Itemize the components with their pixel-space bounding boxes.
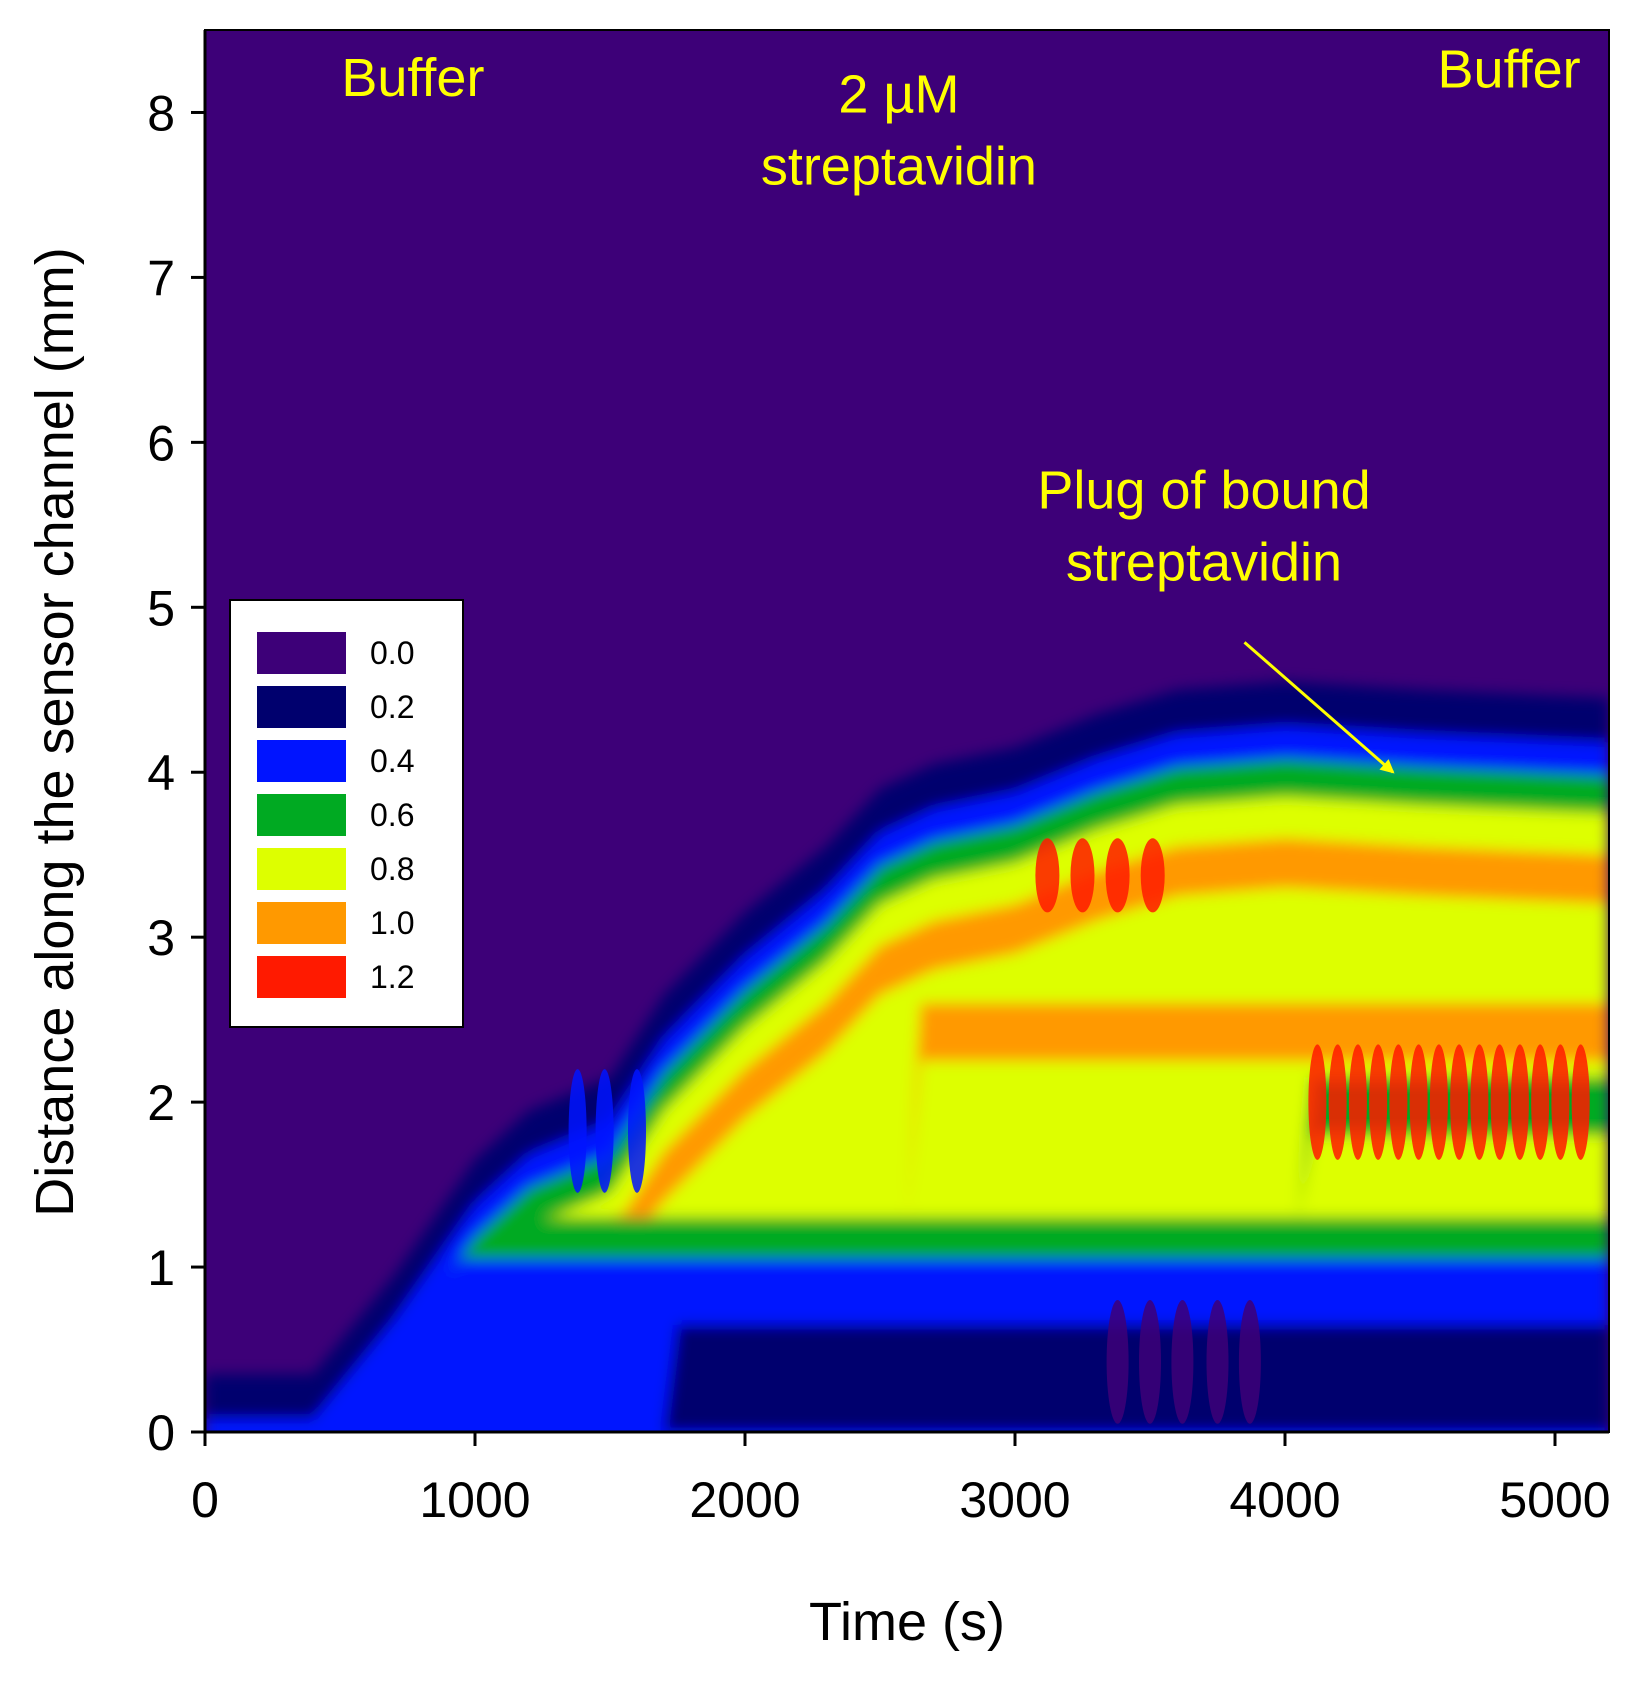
stripe-red-upper-2 (1105, 838, 1130, 913)
legend-swatch (257, 902, 346, 944)
band-orange-mid (205, 1003, 1609, 1218)
stripe-red-lower-4420 (1389, 1044, 1408, 1160)
y-tick-label: 8 (147, 85, 175, 141)
plot-area (205, 30, 1609, 1432)
legend-swatch (257, 740, 346, 782)
stripe-blue-early-2 (628, 1069, 646, 1193)
x-axis-title: Time (s) (809, 1592, 1005, 1652)
y-tick-label: 4 (147, 745, 175, 801)
stripe-red-upper-0 (1035, 838, 1060, 913)
legend-label: 0.2 (370, 689, 414, 725)
x-tick-label: 2000 (689, 1472, 800, 1528)
annotation-plug-line-0: Plug of bound (1037, 460, 1370, 520)
legend-label: 0.0 (370, 635, 414, 671)
axes: 0 1000 2000 3000 4000 5000 0 1 2 3 4 5 6 7 8 Time (s)… (25, 30, 1611, 1652)
annotation-arrow (1243, 641, 1395, 774)
y-tick-label: 0 (147, 1405, 175, 1461)
stripe-dark-low-3 (1206, 1300, 1229, 1424)
x-tick-label: 1000 (419, 1472, 530, 1528)
y-tick-label: 3 (147, 910, 175, 966)
y-ticks: 0 1 2 3 4 5 6 7 8 (147, 85, 205, 1461)
legend-label: 0.8 (370, 851, 414, 887)
stripe-red-lower-4495 (1409, 1044, 1428, 1160)
legend: 0.0 0.2 0.4 0.6 0.8 1.0 1.2 (229, 599, 464, 1028)
annotation-buffer_start-line-0: Buffer (341, 48, 484, 108)
legend-label: 1.2 (370, 959, 414, 995)
legend-label: 0.4 (370, 743, 414, 779)
stripe-red-lower-4270 (1348, 1044, 1367, 1160)
stripe-red-lower-4345 (1369, 1044, 1388, 1160)
annotation-streptavidin_in-line-1: streptavidin (761, 136, 1037, 196)
band-orange-upper (205, 838, 1609, 1218)
band-yellow (205, 797, 1609, 1432)
x-tick-label: 4000 (1229, 1472, 1340, 1528)
heatmap-stripes (568, 838, 1590, 1424)
stripe-blue-early-0 (568, 1069, 587, 1193)
annotations: Buffer 2 µM streptavidin Buffer Plug of boun… (341, 40, 1581, 774)
stripe-dark-low-0 (1106, 1300, 1129, 1424)
stripe-red-lower-4570 (1429, 1044, 1448, 1160)
band-green-mid (205, 1077, 1609, 1218)
stripe-red-lower-5020 (1551, 1044, 1570, 1160)
legend-label: 0.6 (370, 797, 414, 833)
annotation-plug-line-1: streptavidin (1066, 532, 1342, 592)
stripe-red-lower-4195 (1328, 1044, 1347, 1160)
legend-label: 1.0 (370, 905, 414, 941)
stripe-dark-low-2 (1171, 1300, 1194, 1424)
stripe-red-lower-4870 (1510, 1044, 1529, 1160)
legend-swatch (257, 686, 346, 728)
legend-swatch (257, 848, 346, 890)
stripe-red-lower-4795 (1490, 1044, 1509, 1160)
legend-swatch (257, 794, 346, 836)
stripe-red-upper-3 (1140, 838, 1165, 913)
stripe-red-upper-1 (1070, 838, 1095, 913)
x-tick-label: 3000 (959, 1472, 1070, 1528)
stripe-red-lower-4645 (1450, 1044, 1469, 1160)
x-tick-label: 0 (191, 1472, 219, 1528)
x-tick-label: 5000 (1499, 1472, 1610, 1528)
stripe-red-lower-4120 (1308, 1044, 1327, 1160)
legend-swatch (257, 956, 346, 998)
y-tick-label: 1 (147, 1240, 175, 1296)
y-tick-label: 6 (147, 415, 175, 471)
x-ticks: 0 1000 2000 3000 4000 5000 (191, 1432, 1611, 1528)
heatmap-layers (205, 681, 1609, 1432)
stripe-blue-early-1 (595, 1069, 614, 1193)
y-tick-label: 7 (147, 250, 175, 306)
y-tick-label: 2 (147, 1075, 175, 1131)
stripe-red-lower-4720 (1470, 1044, 1489, 1160)
annotation-buffer_end-line-0: Buffer (1438, 40, 1581, 100)
legend-swatch (257, 632, 346, 674)
stripe-dark-low-1 (1139, 1300, 1161, 1424)
stripe-dark-low-4 (1238, 1300, 1261, 1424)
annotation-streptavidin_in-line-0: 2 µM (838, 64, 959, 124)
y-tick-label: 5 (147, 580, 175, 636)
stripe-red-lower-4945 (1531, 1044, 1550, 1160)
y-axis-title: Distance along the sensor channel (mm) (25, 247, 85, 1216)
stripe-red-lower-5095 (1571, 1044, 1590, 1160)
